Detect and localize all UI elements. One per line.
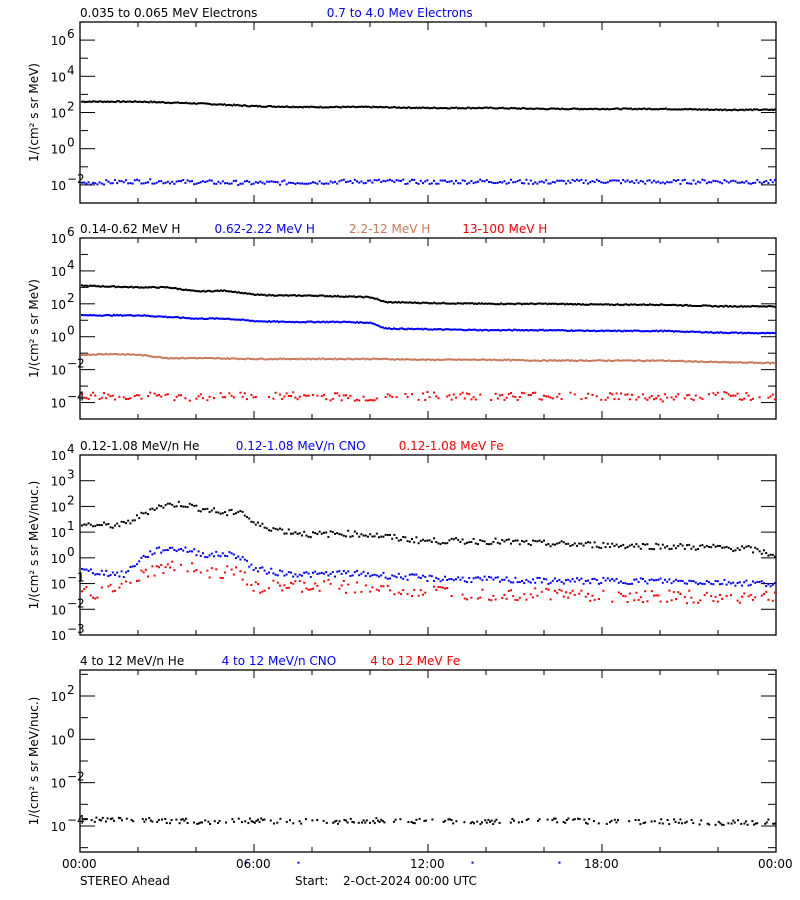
start-value: 2-Oct-2024 00:00 UTC bbox=[343, 874, 477, 888]
x-tick-label-2: 12:00 bbox=[410, 857, 445, 871]
y-tick-label: 10 bbox=[51, 733, 66, 747]
legend-entry: 0.12-1.08 MeV/n He bbox=[80, 439, 199, 453]
y-tick-label: 10 bbox=[51, 397, 66, 411]
y-tick-label: 10 bbox=[51, 475, 66, 489]
svg-text:0: 0 bbox=[67, 136, 75, 150]
svg-text:3: 3 bbox=[67, 468, 75, 482]
y-tick-label: 10 bbox=[51, 629, 66, 643]
series-points bbox=[81, 500, 776, 558]
svg-text:6: 6 bbox=[67, 225, 75, 239]
svg-text:2: 2 bbox=[67, 683, 75, 697]
y-tick-label: 10 bbox=[51, 603, 66, 617]
legend-entry: 0.62-2.22 MeV H bbox=[215, 222, 315, 236]
legend-entry: 0.7 to 4.0 Mev Electrons bbox=[327, 6, 473, 20]
y-axis-title: 1/(cm² s sr MeV/nuc.) bbox=[27, 697, 41, 826]
y-axis-title: 1/(cm² s sr MeV) bbox=[27, 63, 41, 162]
spacecraft-label: STEREO Ahead bbox=[80, 874, 170, 888]
y-axis-title: 1/(cm² s sr MeV) bbox=[27, 279, 41, 378]
series-points bbox=[81, 178, 776, 186]
plot-frame bbox=[79, 669, 777, 853]
svg-text:4: 4 bbox=[67, 442, 75, 456]
legend-entry: 4 to 12 MeV/n He bbox=[80, 654, 184, 668]
svg-text:−4: −4 bbox=[67, 390, 85, 404]
y-tick-label: 10 bbox=[51, 690, 66, 704]
y-tick-label: 10 bbox=[51, 179, 66, 193]
x-tick-label-3: 18:00 bbox=[584, 857, 619, 871]
svg-text:−2: −2 bbox=[67, 770, 85, 784]
y-tick-label: 10 bbox=[51, 777, 66, 791]
series-points bbox=[81, 546, 776, 588]
y-tick-label: 10 bbox=[51, 578, 66, 592]
series-points bbox=[81, 100, 776, 112]
plot-frame bbox=[79, 454, 777, 636]
x-tick-label-1: 06:00 bbox=[236, 857, 271, 871]
legend-entry: 0.035 to 0.065 MeV Electrons bbox=[80, 6, 257, 20]
y-tick-label: 10 bbox=[51, 143, 66, 157]
x-tick-label-4: 00:00 bbox=[758, 857, 793, 871]
svg-text:4: 4 bbox=[67, 63, 75, 77]
series-points bbox=[81, 352, 776, 365]
y-tick-label: 10 bbox=[51, 364, 66, 378]
svg-text:2: 2 bbox=[67, 291, 75, 305]
legend-entry: 0.12-1.08 MeV Fe bbox=[399, 439, 504, 453]
y-tick-label: 10 bbox=[51, 820, 66, 834]
svg-text:−2: −2 bbox=[67, 357, 85, 371]
series-points bbox=[81, 313, 776, 335]
y-tick-label: 10 bbox=[51, 298, 66, 312]
legend-entry: 4 to 12 MeV Fe bbox=[370, 654, 460, 668]
svg-text:0: 0 bbox=[67, 324, 75, 338]
series-points bbox=[82, 816, 776, 826]
legend-entry: 4 to 12 MeV/n CNO bbox=[222, 654, 337, 668]
legend-entry: 0.12-1.08 MeV/n CNO bbox=[236, 439, 366, 453]
series-points bbox=[81, 391, 776, 403]
svg-text:0: 0 bbox=[67, 545, 75, 559]
y-tick-label: 10 bbox=[51, 449, 66, 463]
svg-text:−2: −2 bbox=[67, 596, 85, 610]
start-label: Start: bbox=[295, 874, 329, 888]
svg-text:−2: −2 bbox=[67, 172, 85, 186]
legend-entry: 2.2-12 MeV H bbox=[349, 222, 430, 236]
legend-entry: 13-100 MeV H bbox=[462, 222, 547, 236]
y-tick-label: 10 bbox=[51, 552, 66, 566]
series-points bbox=[81, 560, 776, 605]
legend-entry: 0.14-0.62 MeV H bbox=[80, 222, 180, 236]
y-tick-label: 10 bbox=[51, 107, 66, 121]
y-tick-label: 10 bbox=[51, 70, 66, 84]
svg-text:−1: −1 bbox=[67, 571, 85, 585]
svg-text:4: 4 bbox=[67, 258, 75, 272]
svg-text:0: 0 bbox=[67, 726, 75, 740]
svg-text:−3: −3 bbox=[67, 622, 85, 636]
y-tick-label: 10 bbox=[51, 232, 66, 246]
y-axis-title: 1/(cm² s sr MeV/nuc.) bbox=[27, 481, 41, 610]
svg-text:2: 2 bbox=[67, 493, 75, 507]
y-tick-label: 10 bbox=[51, 331, 66, 345]
plot-frame bbox=[79, 21, 777, 204]
svg-text:−4: −4 bbox=[67, 813, 85, 827]
y-tick-label: 10 bbox=[51, 34, 66, 48]
svg-text:2: 2 bbox=[67, 100, 75, 114]
svg-text:1: 1 bbox=[67, 519, 75, 533]
series-points bbox=[81, 284, 776, 308]
y-tick-label: 10 bbox=[51, 265, 66, 279]
y-tick-label: 10 bbox=[51, 500, 66, 514]
svg-text:6: 6 bbox=[67, 27, 75, 41]
x-tick-label-0: 00:00 bbox=[62, 857, 97, 871]
y-tick-label: 10 bbox=[51, 526, 66, 540]
series-points bbox=[245, 861, 561, 864]
